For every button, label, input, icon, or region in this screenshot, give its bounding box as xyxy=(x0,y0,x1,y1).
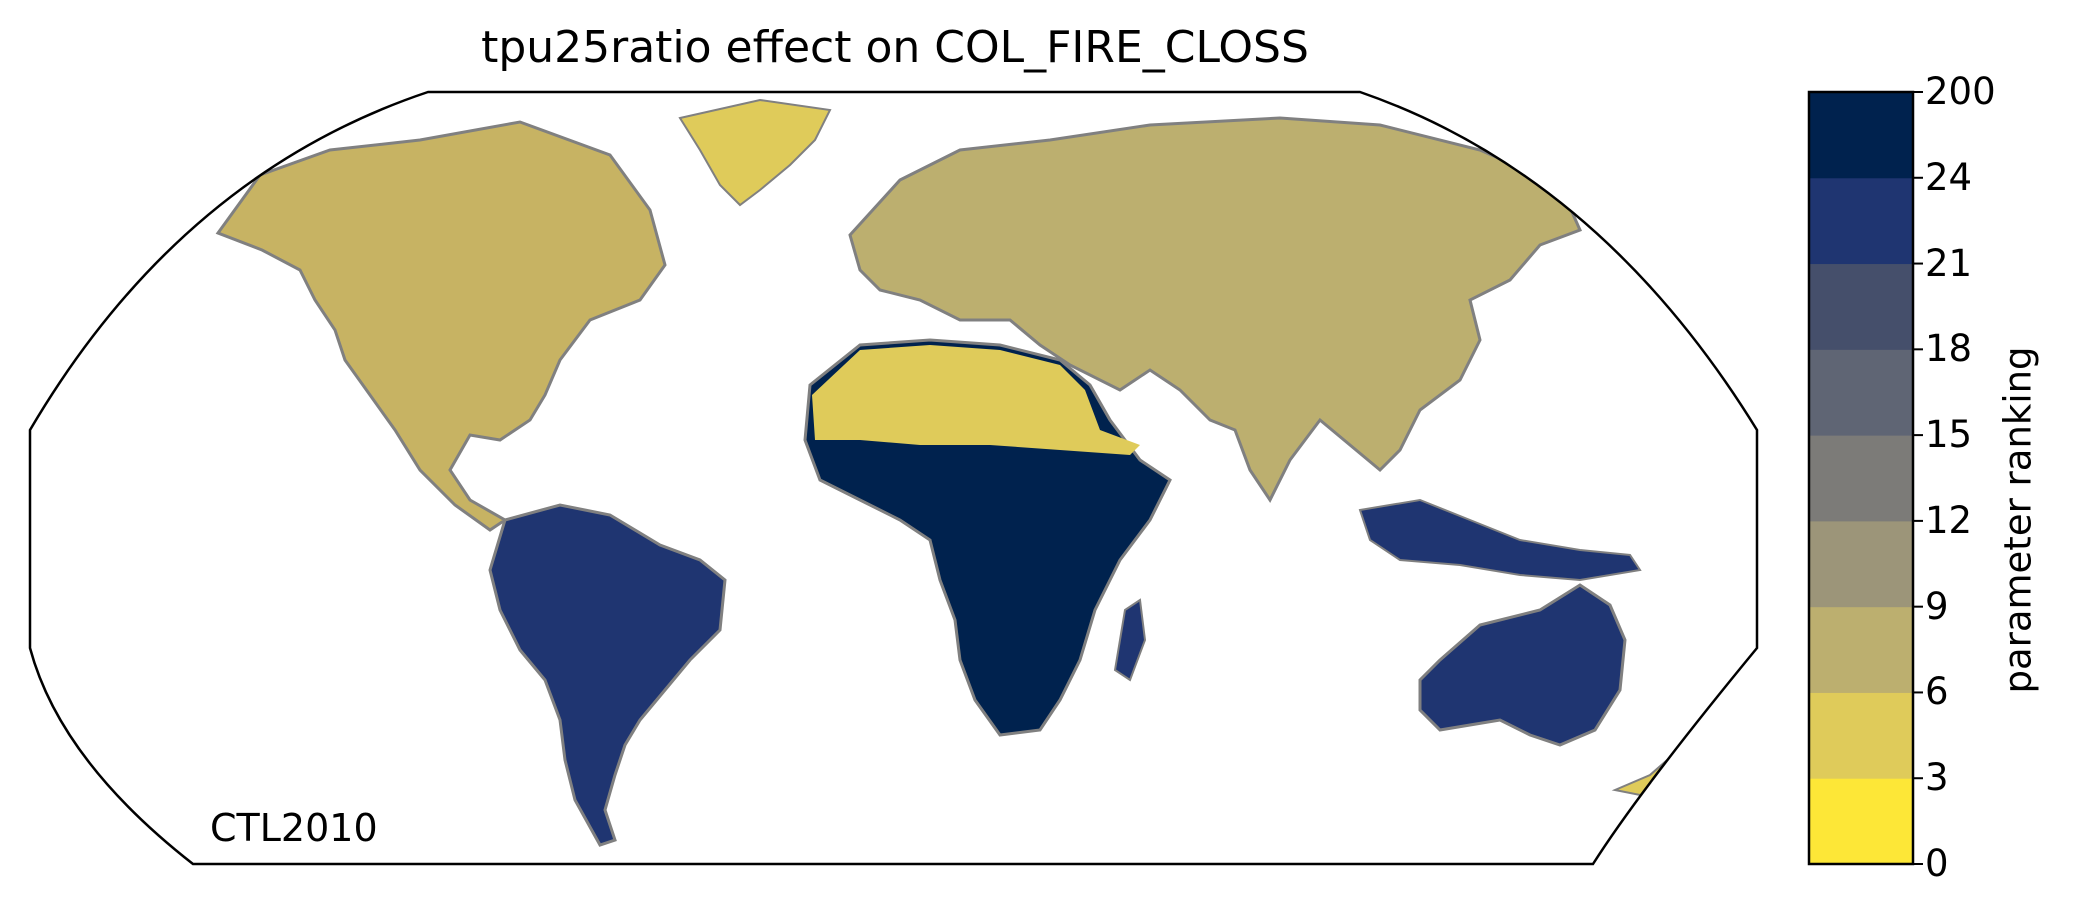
run-label: CTL2010 xyxy=(210,806,378,850)
colorbar-segment xyxy=(1809,177,1913,265)
colorbar-segment xyxy=(1809,263,1913,350)
madagascar-landmass xyxy=(1113,598,1147,682)
south-america-landmass xyxy=(488,503,727,847)
colorbar-segment xyxy=(1809,520,1913,608)
colorbar-ticks xyxy=(1913,91,1923,865)
colorbar-frame xyxy=(1807,90,1915,866)
colorbar-segment xyxy=(1809,692,1913,779)
colorbar-segment xyxy=(1809,349,1913,436)
colorbar-segment xyxy=(1809,606,1913,693)
colorbar-tick-label: 200 xyxy=(1925,70,1996,113)
map-title: tpu25ratio effect on COL_FIRE_CLOSS xyxy=(481,22,1309,73)
land-layer xyxy=(215,98,1707,847)
colorbar-tick-label: 0 xyxy=(1925,842,1949,885)
colorbar-segment xyxy=(1809,778,1913,865)
colorbar-tick-label: 3 xyxy=(1925,756,1949,800)
colorbar-label: parameter ranking xyxy=(1996,346,2040,694)
colorbar-tick-label: 12 xyxy=(1925,498,1973,542)
colorbar-segment xyxy=(1809,435,1913,522)
new-zealand-landmass xyxy=(1611,738,1707,797)
north-america-landmass xyxy=(215,120,667,532)
colorbar-tick-label: 15 xyxy=(1925,413,1973,457)
australia-landmass xyxy=(1418,583,1627,747)
colorbar-tick-label: 21 xyxy=(1925,241,1973,285)
colorbar xyxy=(1809,92,1913,865)
colorbar-tick-label: 9 xyxy=(1925,584,1949,628)
greenland-landmass xyxy=(678,98,832,207)
globe-outline xyxy=(28,90,1759,866)
colorbar-tick-label: 24 xyxy=(1925,155,1973,199)
eurasia-landmass xyxy=(848,116,1583,503)
colorbar-tick-label: 18 xyxy=(1925,327,1973,371)
colorbar-tick-label: 6 xyxy=(1925,670,1949,714)
sahara-region xyxy=(812,345,1140,455)
maritime-asia-landmass xyxy=(1358,498,1642,582)
colorbar-segment xyxy=(1809,92,1913,179)
